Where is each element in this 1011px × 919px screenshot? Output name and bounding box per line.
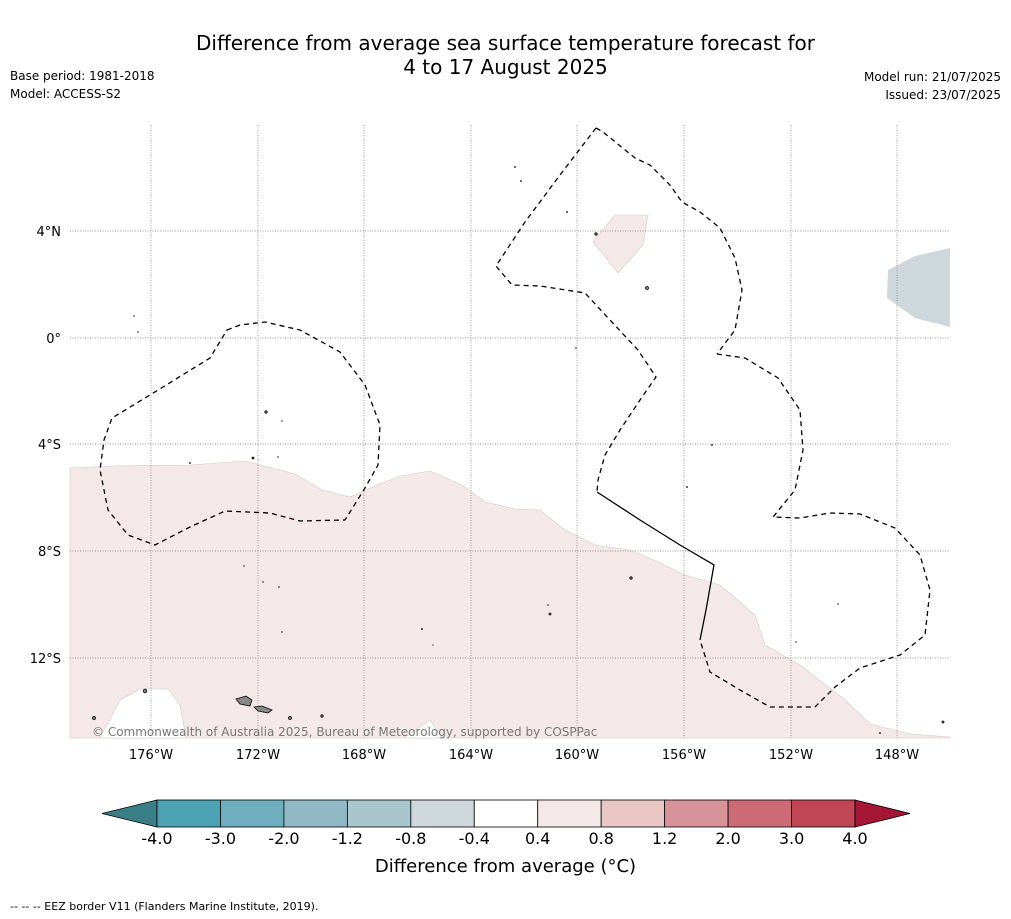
lon-label: 164°W	[449, 748, 493, 763]
colorbar-tick-label: 1.2	[652, 829, 677, 848]
colorbar-tick-label: 0.4	[525, 829, 550, 848]
latitude-labels: 4°N 0° 4°S 8°S 12°S	[30, 225, 61, 667]
copyright-text: © Commonwealth of Australia 2025, Bureau…	[92, 725, 597, 739]
lon-label: 172°W	[236, 748, 280, 763]
eez-border-east	[699, 353, 931, 708]
colorbar-segment	[537, 799, 602, 828]
warm-anomaly-patch-north	[592, 214, 649, 274]
eez-border-central	[595, 127, 743, 355]
colorbar-segment	[473, 799, 539, 828]
gridlines	[70, 125, 950, 738]
eez-borders	[99, 127, 931, 708]
colorbar-arrow-high	[854, 799, 911, 828]
colorbar-tick-label: 2.0	[715, 829, 740, 848]
lon-label: 160°W	[555, 748, 599, 763]
colorbar	[101, 799, 911, 828]
title-line-1: Difference from average sea surface temp…	[195, 31, 815, 55]
lat-label: 4°S	[38, 438, 61, 453]
island-samoa-upolu	[253, 705, 273, 714]
model-text: Model: ACCESS-S2	[10, 87, 122, 101]
colorbar-tick-label: -2.0	[268, 829, 299, 848]
islands	[92, 232, 945, 724]
colorbar-segment	[410, 799, 475, 828]
map-title: Difference from average sea surface temp…	[0, 31, 1011, 79]
lon-label: 152°W	[769, 748, 813, 763]
base-period-text: Base period: 1981-2018	[10, 69, 155, 83]
colorbar-segment	[600, 799, 666, 828]
colorbar-segment	[156, 799, 221, 828]
colorbar-tick-label: -0.8	[395, 829, 426, 848]
lat-label: 0°	[46, 332, 61, 347]
no-anomaly-patch-2	[403, 719, 443, 739]
colorbar-tick-label: -3.0	[205, 829, 236, 848]
lon-label: 168°W	[342, 748, 386, 763]
longitude-labels: 176°W 172°W 168°W 164°W 160°W 156°W 152°…	[129, 748, 919, 763]
colorbar-segment	[664, 799, 729, 828]
colorbar-arrow-low	[101, 799, 158, 828]
lat-label: 8°S	[38, 545, 61, 560]
no-anomaly-patch-1	[99, 688, 187, 739]
lon-label: 148°W	[875, 748, 919, 763]
colorbar-segment	[283, 799, 348, 828]
colorbar-title: Difference from average (°C)	[374, 856, 637, 877]
eez-legend-text: -- -- -- EEZ border V11 (Flanders Marine…	[10, 900, 319, 913]
colorbar-segment	[791, 799, 856, 828]
lat-label: 4°N	[37, 225, 62, 240]
lon-label: 156°W	[662, 748, 706, 763]
issued-text: Issued: 23/07/2025	[885, 88, 1001, 102]
lon-label: 176°W	[129, 748, 173, 763]
colorbar-tick-label: -0.4	[459, 829, 490, 848]
cool-anomaly-region	[887, 248, 950, 327]
eez-border-central-2	[495, 127, 657, 493]
colorbar-tick-label: 3.0	[779, 829, 804, 848]
colorbar-segment	[727, 799, 792, 828]
colorbar-tick-label: 4.0	[842, 829, 867, 848]
model-run-text: Model run: 21/07/2025	[863, 70, 1001, 84]
title-line-2: 4 to 17 August 2025	[403, 55, 608, 79]
colorbar-tick-label: 0.8	[588, 829, 613, 848]
colorbar-segment	[346, 799, 412, 828]
colorbar-tick-label: -1.2	[332, 829, 363, 848]
colorbar-tick-label: -4.0	[141, 829, 172, 848]
lat-label: 12°S	[30, 652, 61, 667]
colorbar-tick-labels: -4.0 -3.0 -2.0 -1.2 -0.8 -0.4 0.4 0.8 1.2 2.0 3.0 4…	[141, 829, 867, 848]
eez-border-solid	[596, 491, 715, 641]
island-samoa-savaii	[235, 695, 253, 707]
atolls	[133, 166, 881, 734]
colorbar-segment	[220, 799, 285, 828]
warm-anomaly-region	[69, 460, 951, 739]
